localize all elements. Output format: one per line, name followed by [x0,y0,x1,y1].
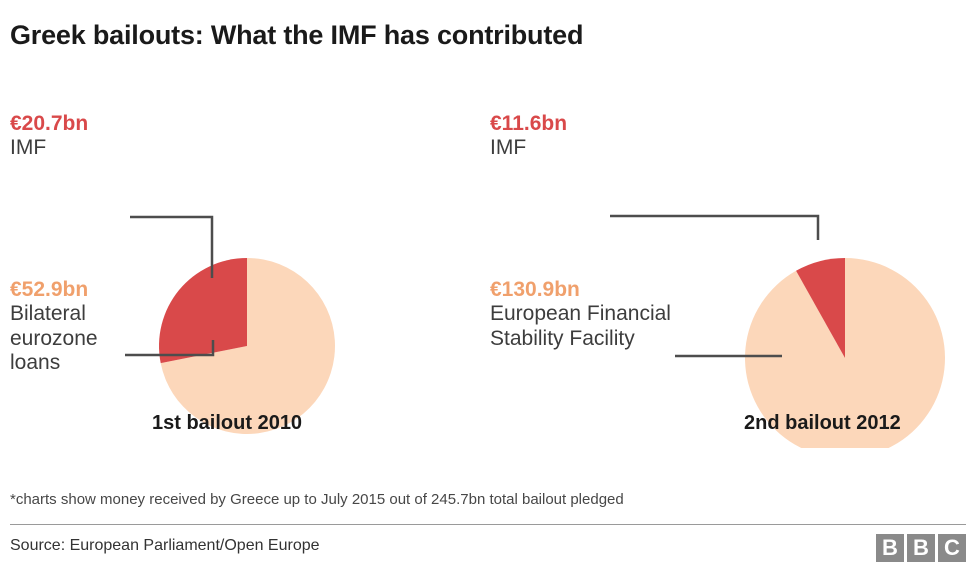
leader-line-imf-2 [610,214,820,240]
callout-bilateral-1-name-line3: loans [10,351,61,375]
source-text: Source: European Parliament/Open Europe [10,537,320,554]
charts-area: €20.7bn IMF €52.9bn Bilateral eurozone l… [0,88,976,448]
callout-efsf-2-name-line2: Stability Facility [490,326,635,350]
footer-divider [10,524,966,525]
pie-slice-imf-1 [158,258,247,364]
callout-bilateral-1: €52.9bn Bilateral eurozone loans [10,278,98,375]
callout-efsf-2: €130.9bn European Financial Stability Fa… [490,278,671,351]
callout-bilateral-1-name: Bilateral eurozone loans [10,302,98,375]
bbc-logo: B B C [876,534,966,562]
bbc-logo-letter-b2: B [907,534,935,562]
callout-imf-1: €20.7bn IMF [10,112,88,161]
pie-slice-bilateral-eurozone-loans [160,258,335,434]
callout-bilateral-1-name-line2: eurozone [10,326,98,350]
footnote: *charts show money received by Greece up… [10,491,624,508]
callout-imf-1-name: IMF [10,136,47,160]
chart-caption-1st-bailout: 1st bailout 2010 [152,412,303,434]
pie-slice-efsf [745,258,945,448]
callout-bilateral-1-value: €52.9bn [10,278,89,301]
callout-imf-2-value: €11.6bn [490,112,568,135]
pie-chart-1st-bailout [125,214,945,448]
callout-imf-2: €11.6bn IMF [490,112,567,161]
callout-efsf-2-value: €130.9bn [490,278,580,301]
page-title: Greek bailouts: What the IMF has contrib… [10,20,584,50]
chart-caption-2nd-bailout: 2nd bailout 2012 [744,412,901,434]
callout-bilateral-1-name-line1: Bilateral [10,302,86,326]
pie-slice-imf-2 [796,258,845,358]
bbc-logo-letter-c: C [938,534,966,562]
pie-chart-2nd-bailout [610,214,945,448]
bbc-logo-letter-b1: B [876,534,904,562]
callout-imf-2-name: IMF [490,136,527,160]
callout-imf-1-value: €20.7bn [10,112,89,135]
callout-efsf-2-name: European Financial Stability Facility [490,302,671,351]
callout-efsf-2-name-line1: European Financial [490,302,671,326]
leader-line-imf-1 [130,215,214,278]
leader-line-bilateral-1 [125,340,215,357]
